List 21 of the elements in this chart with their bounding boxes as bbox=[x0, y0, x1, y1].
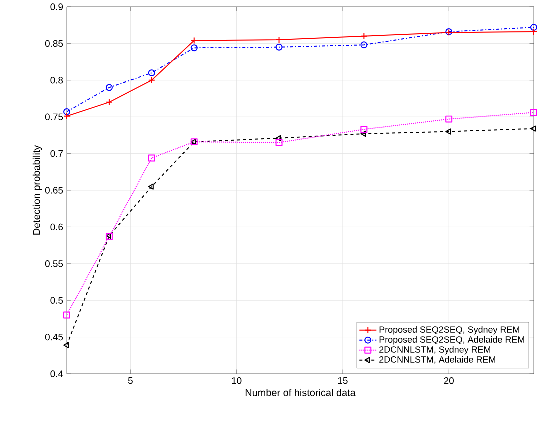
y-tick-label: 0.55 bbox=[45, 260, 64, 268]
y-tick-label: 0.65 bbox=[45, 187, 64, 194]
y-tick-label: 0.5 bbox=[50, 297, 64, 304]
x-tick-label: 10 bbox=[232, 378, 242, 384]
y-tick-label: 0.4 bbox=[50, 370, 64, 378]
legend-label: Proposed SEQ2SEQ, Adelaide REM bbox=[380, 336, 524, 345]
legend-label: Proposed SEQ2SEQ, Sydney REM bbox=[380, 326, 520, 335]
x-tick-label: 20 bbox=[444, 378, 454, 384]
x-tick-label: 15 bbox=[338, 378, 348, 384]
legend-label: 2DCNNLSTM, Adelaide REM bbox=[380, 356, 496, 364]
y-tick-label: 0.8 bbox=[50, 77, 64, 84]
legend-label: 2DCNNLSTM, Sydney REM bbox=[380, 346, 490, 355]
y-tick-label: 0.7 bbox=[50, 150, 64, 158]
x-tick-label: 5 bbox=[128, 378, 133, 384]
y-tick-label: 0.85 bbox=[45, 40, 64, 48]
y-tick-label: 0.75 bbox=[45, 114, 64, 120]
x-axis-title: Number of historical data bbox=[246, 389, 356, 396]
y-tick-label: 0.6 bbox=[50, 224, 64, 231]
y-tick-label: 0.9 bbox=[50, 4, 64, 10]
y-axis-title: Detection probability bbox=[32, 145, 42, 235]
y-tick-label: 0.45 bbox=[45, 334, 64, 341]
